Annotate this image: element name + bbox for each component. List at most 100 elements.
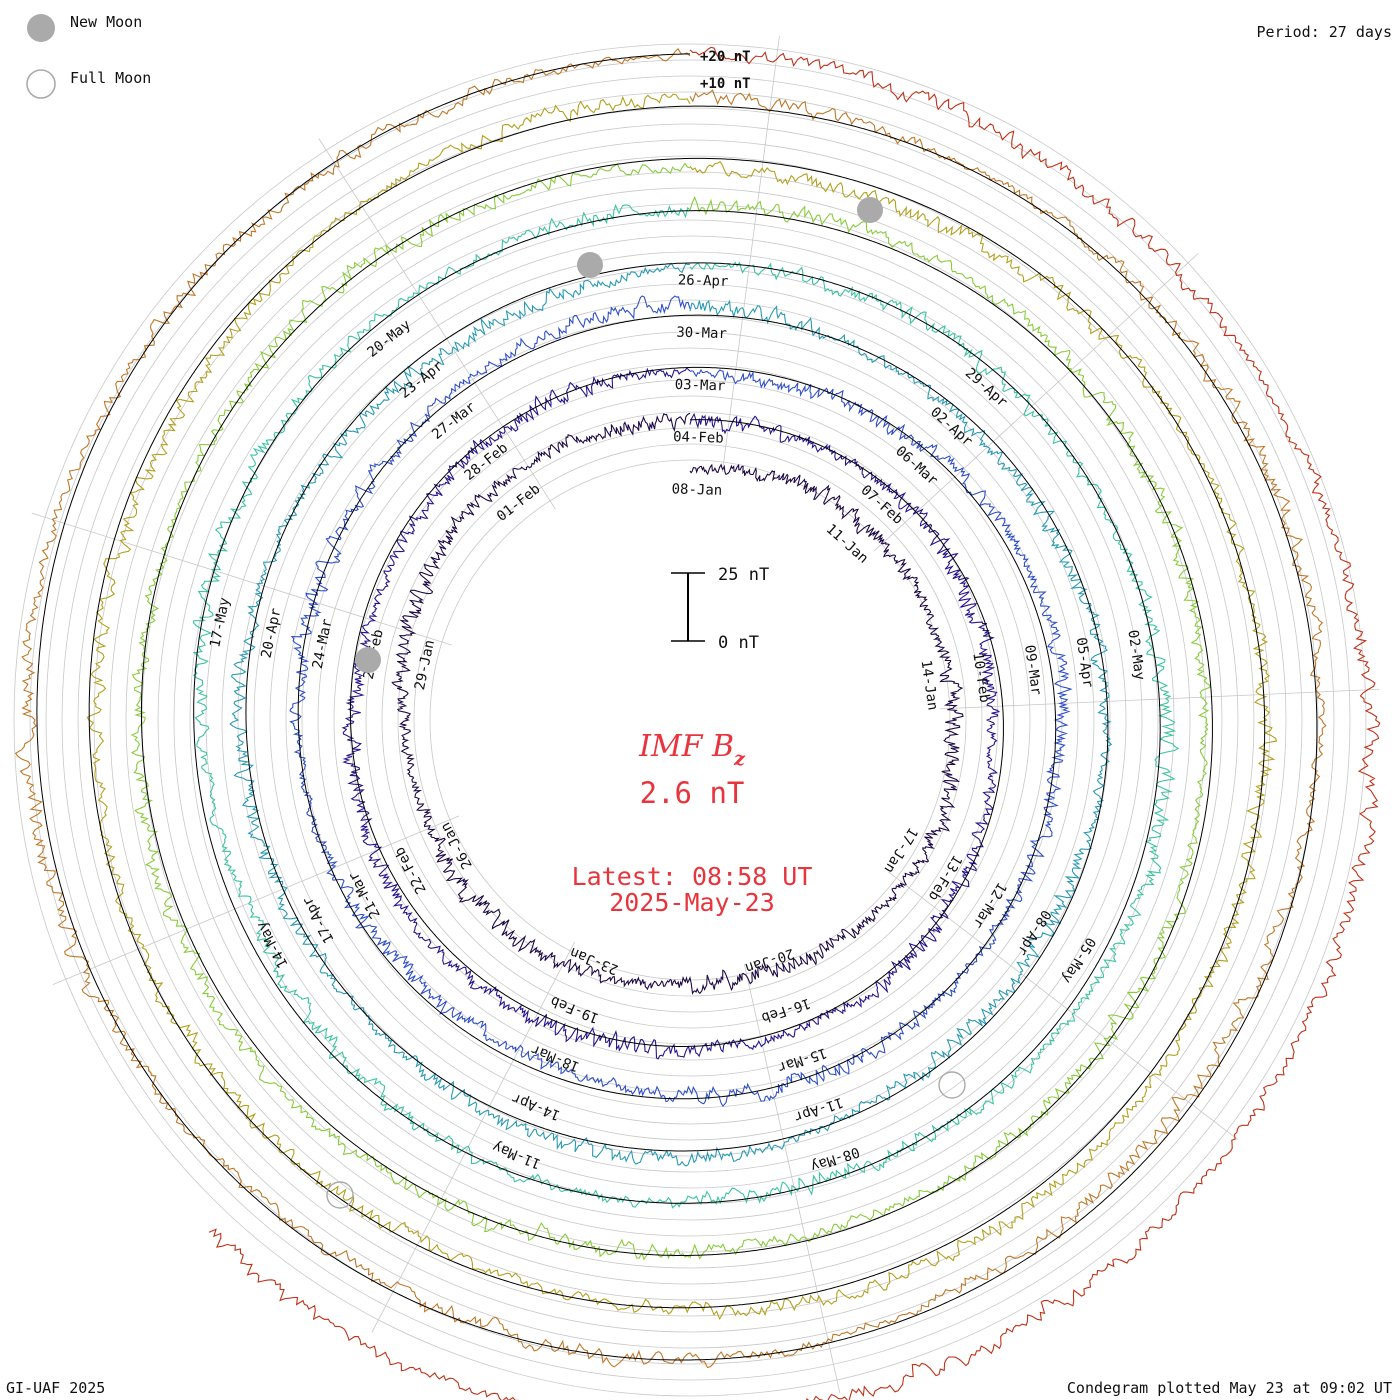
day-spoke: [722, 35, 780, 473]
date-label: 26-Apr: [678, 272, 729, 289]
reference-ring: [269, 299, 1111, 1141]
zero-line-turn-1: [349, 367, 1004, 1047]
reference-ring: [29, 59, 1351, 1381]
zero-line-turn-5: [140, 157, 1213, 1256]
reference-ring: [317, 347, 1063, 1093]
date-label: 30-Mar: [676, 325, 727, 342]
bz-trace-turn-5: [130, 162, 1211, 1261]
date-label: 06-Mar: [892, 443, 940, 489]
bz-trace-turn-7: [14, 48, 1327, 1369]
date-label: 26-Jan: [438, 819, 476, 871]
zero-nt-spiral: [36, 53, 1318, 1361]
date-labels: 08-Jan11-Jan14-Jan17-Jan20-Jan23-Jan26-J…: [207, 272, 1147, 1174]
reference-ring: [397, 427, 983, 1013]
full-moon-marker: [938, 1071, 966, 1099]
date-label: 20-May: [364, 317, 414, 361]
date-label: 15-Mar: [776, 1044, 829, 1075]
reference-ring: [285, 315, 1095, 1125]
date-label: 13-Feb: [925, 852, 965, 903]
date-label: 14-Jan: [917, 659, 940, 711]
reference-ring: [109, 139, 1271, 1301]
bz-trace-spiral: [14, 46, 1381, 1400]
reference-ring: [333, 363, 1047, 1077]
reference-ring: [125, 155, 1255, 1285]
new-moon-legend-icon: [27, 14, 55, 42]
date-label: 14-Apr: [510, 1090, 563, 1124]
day-spoke: [743, 963, 841, 1394]
reference-ring: [93, 123, 1287, 1317]
bz-trace-turn-6: [86, 93, 1278, 1321]
date-label: 22-Feb: [392, 844, 430, 896]
full-moon-legend-label: Full Moon: [70, 69, 151, 87]
day-spoke: [371, 941, 576, 1333]
footer-credit: GI-UAF 2025: [6, 1379, 106, 1397]
reference-ring: [301, 331, 1079, 1109]
day-spoke: [52, 815, 460, 985]
reference-ring: [77, 107, 1303, 1333]
reference-ring: [157, 187, 1223, 1253]
zero-line-turn-7: [36, 53, 1318, 1361]
day-spoke: [873, 253, 1199, 552]
new-moon-marker: [857, 197, 883, 223]
center-title-subscript: z: [733, 748, 746, 770]
reference-ring: [253, 283, 1127, 1157]
bz-trace-turn-0: [391, 412, 964, 995]
latest-date: 2025-May-23: [609, 888, 775, 917]
bz-trace-turn-2: [289, 295, 1073, 1108]
scale-bar: 25 nT 0 nT: [671, 565, 769, 653]
date-label: 09-Mar: [1021, 644, 1044, 696]
date-label: 17-Jan: [880, 824, 920, 875]
date-label: 21-Mar: [346, 869, 384, 921]
scale-top-label: 25 nT: [718, 565, 769, 585]
new-moon-marker: [355, 647, 381, 673]
date-label: 16-Feb: [759, 995, 812, 1026]
reference-ring: [381, 411, 999, 1029]
reference-ring: [61, 91, 1319, 1349]
reference-ring: [13, 43, 1367, 1397]
reference-ring: [45, 75, 1335, 1365]
date-label: 18-Mar: [529, 1041, 582, 1075]
date-label: 05-May: [1058, 934, 1098, 985]
date-label: 04-Feb: [673, 429, 724, 446]
latest-time: Latest: 08:58 UT: [572, 862, 813, 891]
bz-trace-turn-8: [208, 46, 1381, 1400]
day-spoke: [31, 512, 452, 646]
full-moon-marker: [326, 1181, 354, 1209]
date-label: 29-Jan: [412, 639, 438, 692]
reference-ring: [189, 219, 1191, 1221]
period-label: Period: 27 days: [1256, 23, 1392, 41]
reference-ring: [237, 267, 1143, 1173]
new-moon-marker: [577, 252, 603, 278]
date-label: 08-Jan: [671, 481, 722, 498]
zero-line-turn-4: [193, 210, 1161, 1204]
zero-line-turn-2: [297, 314, 1057, 1100]
center-title: IMF Bz: [638, 729, 746, 770]
reference-ring: [413, 443, 967, 997]
moon-markers: [326, 197, 966, 1209]
reference-ring: [221, 251, 1159, 1189]
zero-line-turn-3: [245, 262, 1109, 1152]
date-label: 05-Apr: [1073, 636, 1096, 688]
date-label: 03-Mar: [675, 377, 726, 394]
date-label: 01-Feb: [494, 481, 544, 525]
footer-plot-time: Condegram plotted May 23 at 09:02 UT: [1066, 1379, 1392, 1397]
full-moon-legend-icon: [26, 69, 56, 99]
reference-ring: [365, 395, 1015, 1045]
center-title-main: IMF B: [638, 729, 734, 764]
day-spoke: [318, 138, 556, 510]
center-value: 2.6 nT: [640, 776, 745, 810]
bz-trace-turn-1: [341, 367, 1001, 1060]
reference-ring: [205, 235, 1175, 1205]
date-label: 14-May: [254, 918, 292, 970]
date-label: 02-May: [1124, 629, 1147, 681]
date-label: 10-Feb: [969, 651, 992, 703]
bz-trace-turn-4: [192, 203, 1180, 1209]
reference-rings: [13, 43, 1367, 1397]
ring-label-plus20: +20 nT: [700, 49, 751, 65]
reference-ring: [173, 203, 1207, 1237]
zero-line-turn-6: [88, 105, 1266, 1309]
ring-label-plus10: +10 nT: [700, 76, 751, 92]
date-label: 17-May: [207, 596, 233, 649]
scale-bottom-label: 0 nT: [718, 633, 759, 653]
